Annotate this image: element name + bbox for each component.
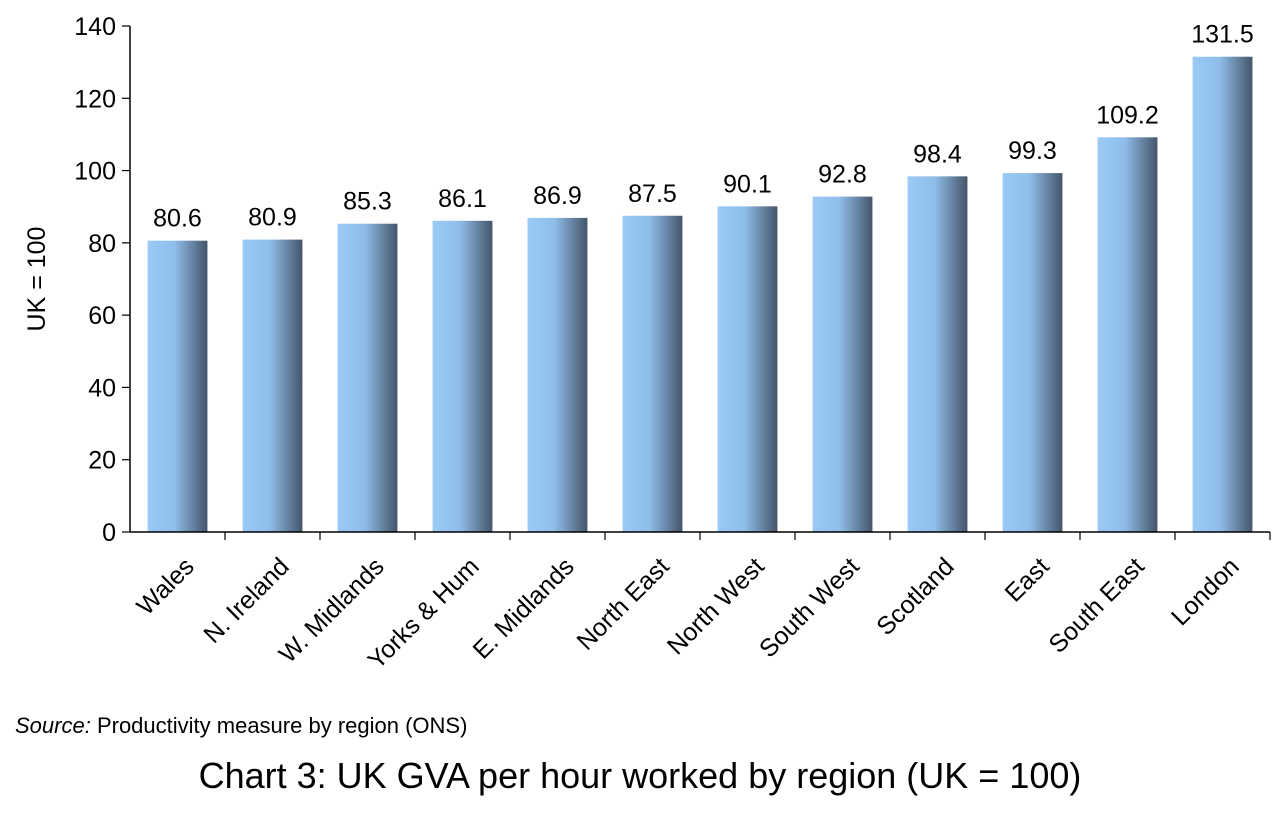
bar bbox=[527, 217, 588, 532]
bar bbox=[1002, 173, 1063, 532]
y-tick-label: 60 bbox=[88, 302, 116, 330]
data-label: 86.1 bbox=[438, 185, 487, 213]
y-tick-label: 140 bbox=[74, 13, 116, 41]
bar bbox=[717, 206, 778, 533]
y-tick-label: 0 bbox=[102, 519, 116, 547]
data-label: 109.2 bbox=[1096, 101, 1159, 129]
y-axis-label: UK = 100 bbox=[23, 227, 51, 332]
data-label: 98.4 bbox=[913, 140, 962, 168]
source-note: Source: Productivity measure by region (… bbox=[15, 713, 467, 739]
data-label: 131.5 bbox=[1191, 21, 1254, 49]
y-tick-label: 120 bbox=[74, 85, 116, 113]
y-tick-label: 100 bbox=[74, 158, 116, 186]
bar bbox=[1192, 56, 1253, 532]
bar bbox=[622, 215, 683, 532]
y-tick-label: 80 bbox=[88, 230, 116, 258]
data-label: 99.3 bbox=[1008, 137, 1057, 165]
bar bbox=[1097, 137, 1158, 532]
bar bbox=[907, 176, 968, 532]
y-tick-label: 20 bbox=[88, 447, 116, 475]
x-tick-label: Wales bbox=[131, 552, 199, 620]
data-label: 92.8 bbox=[818, 161, 867, 189]
x-tick-label: E. Midlands bbox=[468, 552, 580, 664]
x-tick-label: East bbox=[1000, 552, 1055, 607]
y-ticks: 0 20 40 60 80 100 120 140 bbox=[74, 13, 130, 547]
bar bbox=[812, 196, 873, 532]
bar bbox=[432, 220, 493, 532]
data-label: 85.3 bbox=[343, 188, 392, 216]
bars bbox=[147, 56, 1253, 533]
data-labels: 80.6 80.9 85.3 86.1 86.9 87.5 90.1 92.8 98.4 99.3… bbox=[153, 21, 1254, 233]
data-label: 90.1 bbox=[723, 170, 772, 198]
source-label: Source: bbox=[15, 713, 91, 738]
data-label: 80.6 bbox=[153, 205, 202, 233]
bar bbox=[147, 240, 208, 532]
x-tick-label: London bbox=[1166, 552, 1245, 631]
bar bbox=[337, 223, 398, 533]
data-label: 87.5 bbox=[628, 180, 677, 208]
x-tick-label: N. Ireland bbox=[198, 552, 294, 648]
x-tick-label: Scotland bbox=[871, 552, 960, 641]
chart-caption: Chart 3: UK GVA per hour worked by regio… bbox=[198, 755, 1082, 796]
source-text: Productivity measure by region (ONS) bbox=[90, 713, 468, 738]
data-label: 80.9 bbox=[248, 204, 297, 232]
data-label: 86.9 bbox=[533, 182, 582, 210]
bar bbox=[242, 239, 303, 532]
x-tick-label: South East bbox=[1043, 552, 1149, 658]
x-tick-label: South West bbox=[754, 552, 865, 663]
x-tick-label: North East bbox=[571, 552, 674, 655]
y-tick-label: 40 bbox=[88, 374, 116, 402]
bar-chart: 80.6 80.9 85.3 86.1 86.9 87.5 90.1 92.8 98.4 99.3… bbox=[23, 13, 1271, 675]
